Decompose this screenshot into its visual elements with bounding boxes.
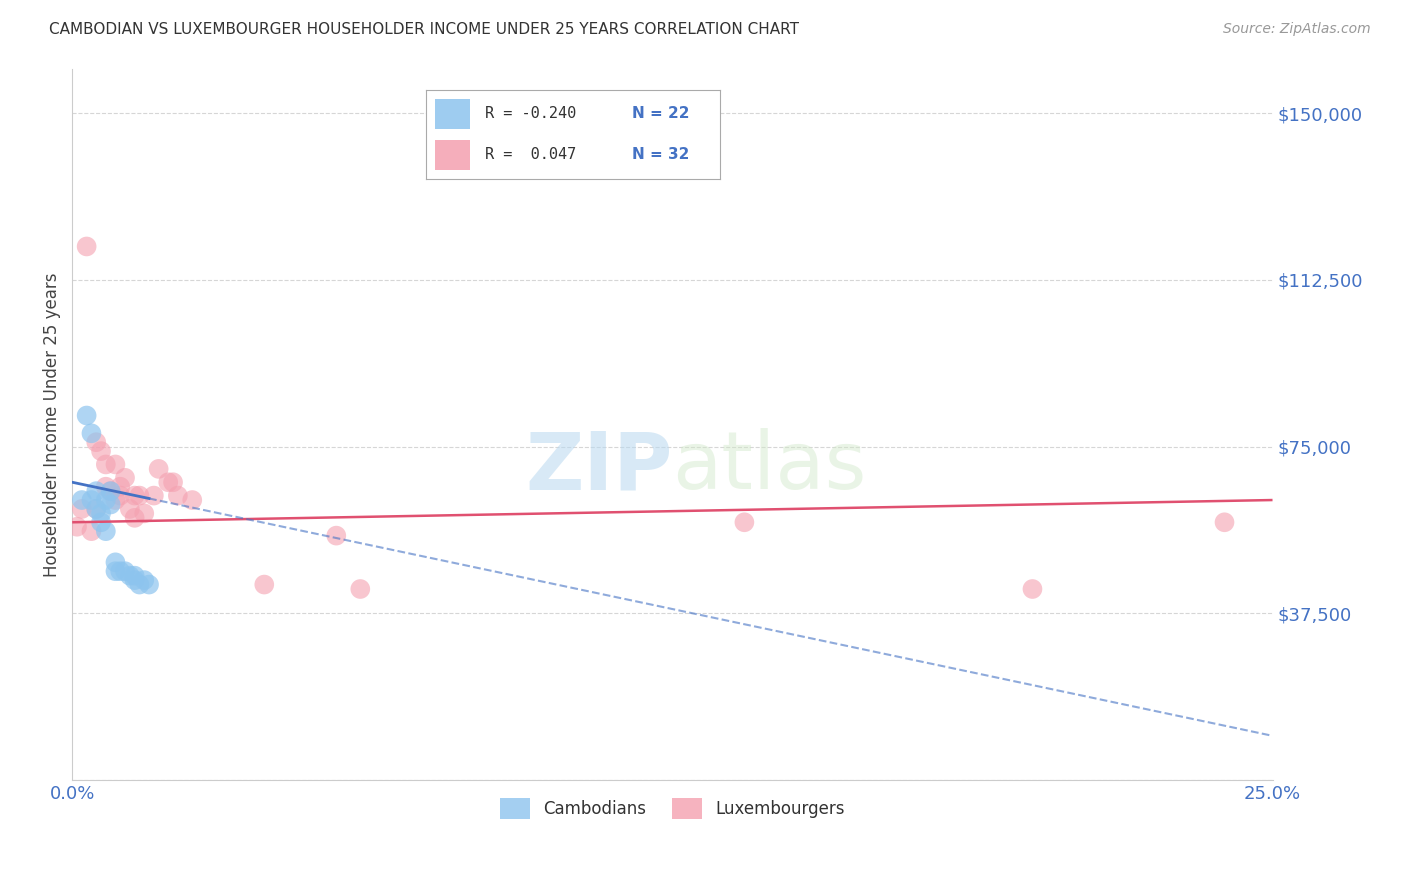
Point xyxy=(733,516,755,530)
Point xyxy=(157,475,180,490)
Point xyxy=(118,568,141,582)
Point xyxy=(128,489,150,503)
Point xyxy=(80,493,103,508)
Point xyxy=(94,458,117,472)
Point xyxy=(142,489,165,503)
Point xyxy=(84,502,107,516)
Point xyxy=(90,444,112,458)
Point xyxy=(124,573,146,587)
Point xyxy=(84,484,107,499)
Point xyxy=(134,573,156,587)
Point xyxy=(114,471,136,485)
Point xyxy=(325,528,347,542)
Point xyxy=(84,435,107,450)
Point xyxy=(138,577,160,591)
Text: ZIP: ZIP xyxy=(524,428,672,506)
Point xyxy=(66,520,89,534)
Point xyxy=(1213,516,1236,530)
Point xyxy=(118,502,141,516)
Point xyxy=(90,507,112,521)
Point xyxy=(80,524,103,538)
Point xyxy=(104,458,127,472)
Point xyxy=(84,502,107,516)
Point xyxy=(100,484,122,499)
Legend: Cambodians, Luxembourgers: Cambodians, Luxembourgers xyxy=(494,792,851,825)
Point xyxy=(110,564,132,578)
Point xyxy=(148,462,170,476)
Point xyxy=(128,577,150,591)
Point xyxy=(94,524,117,538)
Point xyxy=(114,564,136,578)
Point xyxy=(80,426,103,441)
Point xyxy=(166,489,188,503)
Point xyxy=(162,475,184,490)
Point xyxy=(181,493,204,508)
Point xyxy=(134,507,156,521)
Point xyxy=(124,489,146,503)
Text: Source: ZipAtlas.com: Source: ZipAtlas.com xyxy=(1223,22,1371,37)
Point xyxy=(104,493,127,508)
Point xyxy=(124,511,146,525)
Point xyxy=(100,498,122,512)
Text: atlas: atlas xyxy=(672,428,866,506)
Point xyxy=(104,564,127,578)
Point xyxy=(104,555,127,569)
Point xyxy=(94,480,117,494)
Point xyxy=(76,239,98,253)
Point xyxy=(349,582,371,596)
Point xyxy=(124,568,146,582)
Point xyxy=(1021,582,1043,596)
Point xyxy=(110,489,132,503)
Point xyxy=(76,409,98,423)
Point xyxy=(70,502,93,516)
Point xyxy=(70,493,93,508)
Text: CAMBODIAN VS LUXEMBOURGER HOUSEHOLDER INCOME UNDER 25 YEARS CORRELATION CHART: CAMBODIAN VS LUXEMBOURGER HOUSEHOLDER IN… xyxy=(49,22,799,37)
Point xyxy=(253,577,276,591)
Point xyxy=(90,516,112,530)
Point xyxy=(110,480,132,494)
Y-axis label: Householder Income Under 25 years: Householder Income Under 25 years xyxy=(44,272,60,576)
Point xyxy=(94,493,117,508)
Point xyxy=(100,484,122,499)
